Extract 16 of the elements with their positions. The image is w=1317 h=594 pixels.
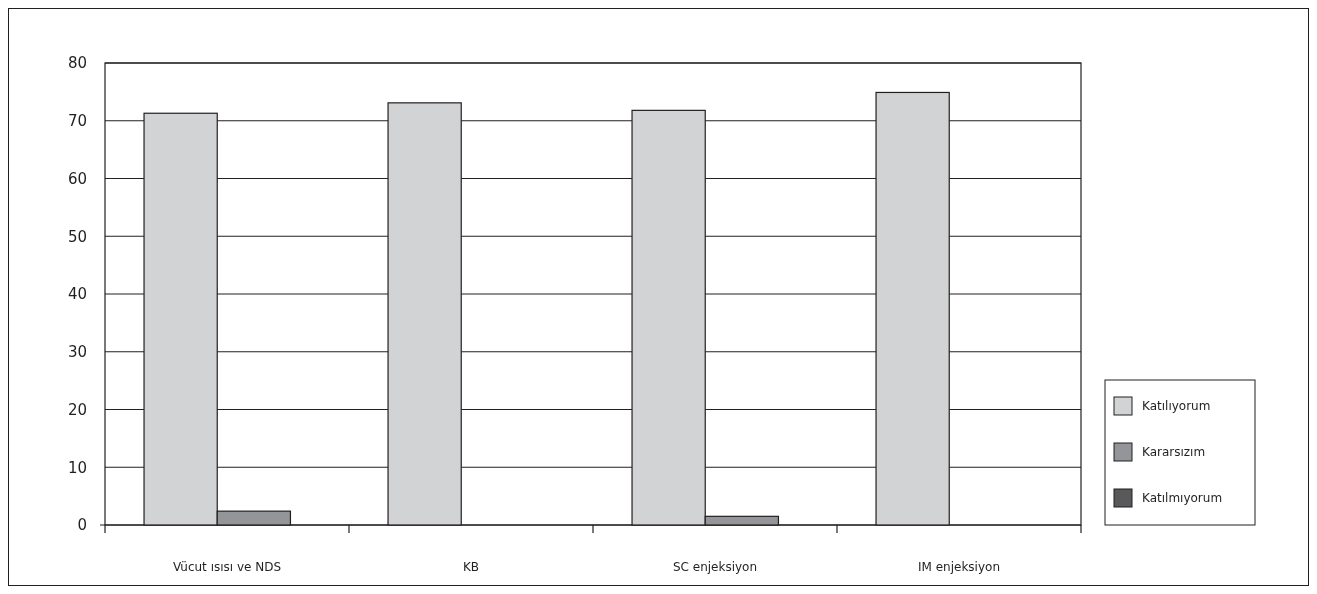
y-tick-label: 60 bbox=[67, 169, 87, 188]
y-tick-label: 0 bbox=[77, 516, 87, 535]
y-tick-label: 40 bbox=[67, 285, 87, 304]
legend-label: Katılmıyorum bbox=[1142, 491, 1223, 506]
legend-label: Kararsızım bbox=[1142, 445, 1206, 460]
x-tick-label: KB bbox=[462, 560, 480, 574]
y-tick-label: 50 bbox=[67, 227, 87, 246]
y-tick-label: 70 bbox=[67, 112, 87, 130]
x-tick-label: IM enjeksiyon bbox=[918, 560, 1000, 574]
y-tick-label: 30 bbox=[67, 343, 87, 361]
y-tick-label: 80 bbox=[67, 54, 87, 73]
x-tick-label: SC enjeksiyon bbox=[672, 560, 758, 574]
x-tick-label: Vücut ısısı ve NDS bbox=[172, 560, 282, 574]
y-tick-label: 20 bbox=[67, 400, 87, 419]
y-tick-label: 10 bbox=[67, 458, 87, 477]
legend-label: Katılıyorum bbox=[1142, 399, 1211, 414]
